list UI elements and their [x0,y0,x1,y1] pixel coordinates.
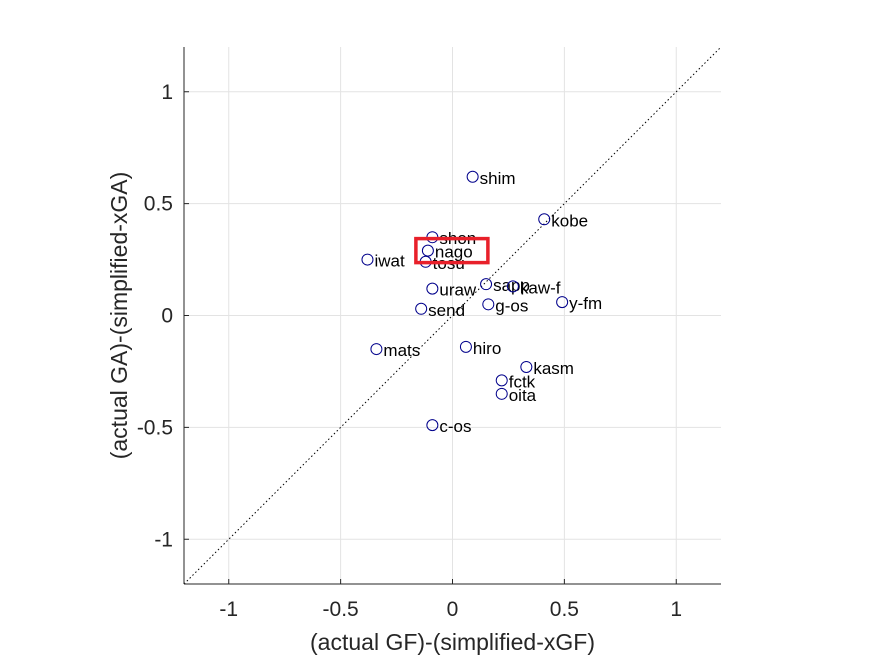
point-label: uraw [439,281,477,300]
point-label: kasm [533,359,574,378]
highlight-box [414,236,490,265]
scatter-point [426,419,439,432]
x-tick-label: 0 [447,598,459,621]
grid [184,47,721,584]
x-axis-label: (actual GF)-(simplified-xGF) [310,629,595,655]
scatter-point [495,374,508,387]
point-label: mats [383,341,420,360]
scatter-point [520,360,533,373]
point-label: nago [435,243,473,262]
scatter-point [482,298,495,311]
axes [183,47,721,585]
y-axis-label: (actual GA)-(simplified-xGA) [106,172,132,460]
point-label: sapp [493,276,530,295]
scatter-point [415,302,428,315]
scatter-point [466,170,479,183]
scatter-point [426,282,439,295]
y-tick-label: 1 [161,81,173,104]
y-tick-label: -1 [154,528,173,551]
scatter-point [506,280,519,293]
point-label: send [428,301,465,320]
point-label: kobe [551,211,588,230]
point-label: kaw-f [520,278,561,297]
point-label: y-fm [569,294,602,313]
x-tick-label: -1 [219,598,238,621]
x-tick-label: 0.5 [550,598,579,621]
y-tick-label: 0.5 [144,193,173,216]
y-tick-label: 0 [161,305,173,328]
scatter-point [459,340,472,353]
point-label: iwat [374,252,405,271]
scatter-point [495,387,508,400]
diagonal-reference-line [183,46,722,585]
x-tick-label: -0.5 [323,598,359,621]
tick-labels: -1 -0.5 0 0.5 1 -1 -0.5 0 0.5 1 [137,81,682,621]
scatter-point [421,244,434,257]
scatter-point [480,278,493,291]
y-tick-label: -0.5 [137,416,173,439]
point-label: shim [480,169,516,188]
scatter-point [370,343,383,356]
point-label: c-os [439,417,471,436]
scatter-point [556,296,569,309]
point-label: fctk [509,372,536,391]
scatter-point [538,213,551,226]
point-label: g-os [495,296,528,315]
point-label: oita [509,386,537,405]
point-label: hiro [473,339,501,358]
scatter-point [361,253,374,266]
x-tick-label: 1 [670,598,682,621]
